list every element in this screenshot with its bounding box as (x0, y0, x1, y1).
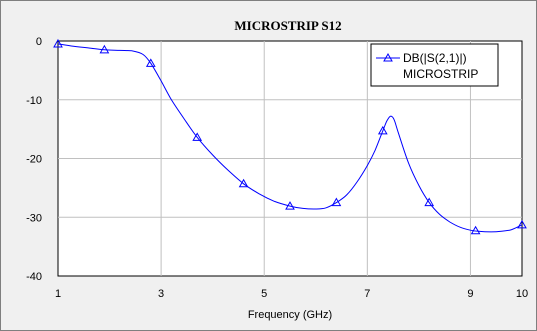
grid-layer (58, 41, 522, 276)
data-point-marker (192, 132, 203, 141)
x-tick-label: 7 (364, 288, 370, 300)
data-point-marker (145, 58, 156, 67)
data-point-marker (470, 225, 481, 235)
legend-triangle-icon (383, 52, 393, 62)
y-tick-label: -10 (26, 95, 42, 107)
data-point-marker (238, 178, 249, 188)
x-tick-label: 10 (516, 288, 528, 300)
x-tick-label: 3 (158, 288, 164, 300)
data-point-marker (99, 44, 110, 54)
x-tick-label: 1 (55, 288, 61, 300)
y-tick-label: -20 (26, 154, 42, 166)
data-point-marker (285, 201, 295, 210)
chart-title: MICROSTRIP S12 (234, 18, 341, 33)
legend-box (370, 43, 499, 87)
data-point-marker (53, 38, 63, 48)
x-tick-label: 5 (261, 288, 267, 300)
y-tick-labels: 0 -10 -20 -30 -40 (26, 36, 42, 283)
legend-series-name: DB(|S(2,1)|) (403, 51, 467, 65)
x-tick-label: 9 (467, 288, 473, 300)
series-line-s21 (57, 43, 523, 233)
legend-series-subtitle: MICROSTRIP (403, 67, 478, 81)
y-tick-label: 0 (36, 36, 42, 48)
y-tick-label: -40 (26, 271, 42, 283)
series-markers (53, 38, 527, 235)
data-point-marker (424, 197, 435, 207)
data-point-marker (517, 219, 527, 229)
data-point-marker (331, 197, 342, 207)
data-point-marker (377, 125, 388, 135)
x-tick-labels: 1 3 5 7 9 10 (55, 288, 528, 300)
legend: DB(|S(2,1)|) MICROSTRIP (370, 43, 499, 87)
x-axis-label: Frequency (GHz) (248, 309, 332, 321)
y-tick-label: -30 (26, 212, 42, 224)
